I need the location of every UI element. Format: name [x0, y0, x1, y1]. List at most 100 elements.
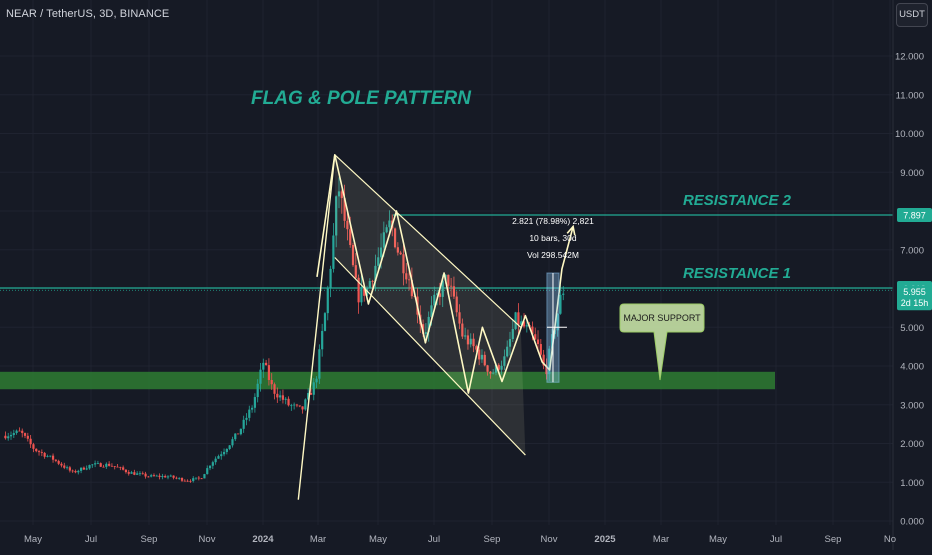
candle-body	[124, 469, 128, 473]
candle	[273, 382, 276, 400]
candle	[354, 252, 357, 279]
zigzag-path	[316, 154, 574, 394]
x-tick-label: Jul	[85, 534, 97, 545]
y-tick-label: 7.000	[900, 245, 924, 256]
candle-body	[57, 460, 60, 464]
candle	[96, 460, 100, 465]
candle-body	[245, 417, 248, 420]
candle-body	[150, 475, 153, 477]
candle	[239, 428, 242, 436]
candle-body	[68, 467, 71, 471]
candle	[492, 369, 495, 375]
candle	[164, 474, 167, 478]
candle	[122, 465, 125, 471]
candle-body	[536, 339, 540, 345]
candle-body	[155, 475, 158, 477]
candle	[486, 364, 489, 376]
candle-body	[427, 316, 430, 333]
candle-body	[483, 354, 486, 366]
candle-body	[99, 463, 102, 467]
candle-body	[360, 287, 363, 303]
candle-body	[343, 198, 346, 221]
candle	[312, 377, 315, 401]
candle	[4, 431, 7, 440]
candle-body	[293, 404, 296, 406]
pattern-title: FLAG & POLE PATTERN	[251, 88, 472, 109]
candle-body	[396, 247, 399, 253]
candle	[472, 333, 475, 353]
candle	[102, 464, 105, 468]
candle-body	[18, 430, 21, 432]
candle	[194, 477, 198, 480]
x-tick-label: 2025	[594, 534, 616, 545]
candle-body	[130, 472, 133, 474]
candle	[175, 476, 178, 480]
candle	[293, 402, 296, 410]
y-tick-label: 1.000	[900, 478, 924, 489]
x-tick-label: Jul	[428, 534, 440, 545]
y-tick-label: 4.000	[900, 362, 924, 373]
price-axis[interactable]	[893, 0, 932, 550]
candle-body	[9, 434, 13, 437]
candle-body	[514, 312, 517, 329]
candle	[183, 479, 186, 482]
candle-body	[119, 467, 122, 469]
candle	[178, 477, 181, 480]
candle-body	[85, 468, 88, 470]
currency-button[interactable]: USDT	[896, 3, 928, 27]
candle	[105, 462, 108, 469]
candle-body	[486, 365, 489, 372]
candle	[534, 327, 537, 340]
candle	[508, 331, 512, 356]
candle-body	[357, 277, 360, 303]
candle-body	[265, 362, 268, 366]
candle-body	[194, 477, 198, 479]
candle	[242, 415, 245, 433]
candle	[71, 469, 74, 473]
candle	[208, 465, 212, 471]
candle	[307, 388, 310, 401]
x-tick-label: No	[884, 534, 896, 545]
candle-body	[175, 477, 178, 479]
candle-body	[136, 473, 139, 475]
candle	[323, 312, 327, 332]
candle	[405, 262, 408, 284]
candle-body	[32, 444, 35, 449]
candle	[276, 387, 279, 403]
resistance-label: RESISTANCE 2	[683, 192, 792, 209]
candle-body	[550, 334, 554, 349]
candle-body	[424, 332, 427, 334]
last-price-label: 5.955	[903, 287, 926, 297]
candle-body	[450, 285, 453, 287]
candle-body	[192, 478, 195, 482]
candle	[290, 403, 293, 411]
candle	[315, 376, 318, 388]
callout-label: MAJOR SUPPORT	[623, 313, 701, 323]
candle-body	[127, 472, 130, 474]
candle-body	[71, 470, 74, 472]
candle-body	[475, 346, 478, 350]
pole-line	[297, 154, 336, 500]
candle-body	[49, 455, 52, 457]
x-tick-label: Mar	[653, 534, 669, 545]
candle	[562, 286, 565, 301]
candle-body	[556, 313, 559, 331]
candle-body	[65, 467, 69, 469]
candle	[116, 464, 119, 468]
candle-body	[466, 335, 470, 345]
candle	[309, 388, 313, 395]
candle-body	[12, 433, 15, 435]
candle-body	[200, 478, 203, 480]
candle-body	[494, 364, 498, 373]
candle-body	[337, 191, 341, 197]
candle	[217, 454, 220, 459]
candle-body	[183, 480, 186, 482]
candle	[43, 451, 46, 459]
candle	[85, 465, 88, 471]
candle-body	[539, 344, 542, 355]
candle	[65, 465, 69, 470]
candle	[284, 397, 287, 405]
candle	[63, 462, 66, 470]
